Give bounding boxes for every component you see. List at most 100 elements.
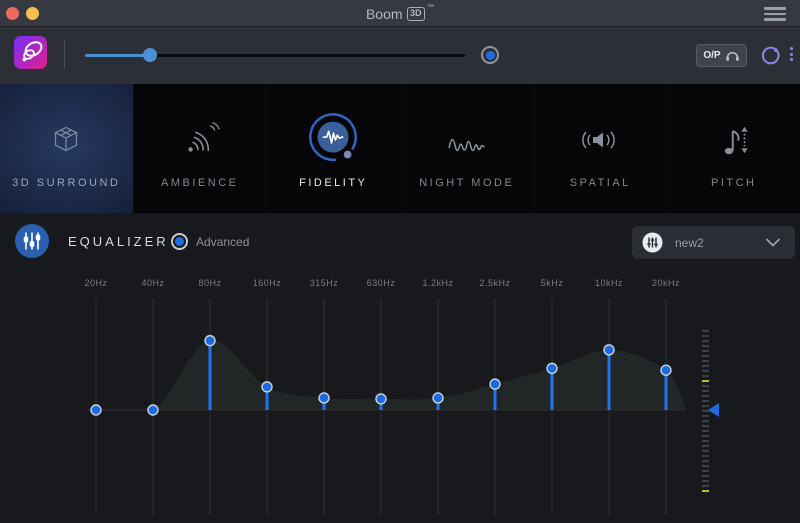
gain-tick xyxy=(702,345,709,347)
gain-tick xyxy=(702,390,709,392)
eq-band-handle[interactable] xyxy=(375,393,387,405)
preset-name: new2 xyxy=(675,235,704,250)
eq-band-handle[interactable] xyxy=(660,364,672,376)
eq-gain-handle[interactable] xyxy=(708,403,719,417)
equalizer-title: EQUALIZER xyxy=(68,234,169,249)
trademark-symbol: ™ xyxy=(427,4,435,11)
waveform-icon xyxy=(444,109,490,171)
gain-tick xyxy=(702,365,709,367)
eq-band-handle[interactable] xyxy=(432,392,444,404)
eq-band-handle[interactable] xyxy=(147,404,159,416)
chevron-down-icon xyxy=(765,238,781,247)
eq-band-handle[interactable] xyxy=(489,378,501,390)
advanced-radio[interactable] xyxy=(171,233,188,250)
tab-3d-surround[interactable]: 3D SURROUND xyxy=(0,84,133,213)
mode-tabs: 3D SURROUND AMBIENCE xyxy=(0,84,800,213)
tab-label: 3D SURROUND xyxy=(12,176,121,189)
boom-effect-toggle[interactable] xyxy=(481,46,499,64)
equalizer-section: EQUALIZER Advanced new2 20Hz 40Hz 80 xyxy=(0,213,800,523)
tab-pitch[interactable]: PITCH xyxy=(667,84,800,213)
op-label: O/P xyxy=(703,50,721,61)
gain-tick xyxy=(702,405,709,407)
freq-label: 40Hz xyxy=(141,278,165,288)
eq-response-curve xyxy=(88,340,686,410)
cube-icon xyxy=(43,109,89,171)
headphones-icon xyxy=(725,52,739,61)
tab-spatial[interactable]: SPATIAL xyxy=(533,84,667,213)
gain-tick xyxy=(702,470,709,472)
freq-label: 10kHz xyxy=(594,278,623,288)
gain-tick xyxy=(702,430,709,432)
tab-ambience[interactable]: AMBIENCE xyxy=(133,84,267,213)
tab-label: AMBIENCE xyxy=(161,176,239,189)
gain-tick xyxy=(702,475,709,477)
gain-tick xyxy=(702,420,709,422)
freq-label: 160Hz xyxy=(252,278,282,288)
volume-slider[interactable] xyxy=(85,53,465,57)
gain-tick xyxy=(702,460,709,462)
freq-label: 630Hz xyxy=(366,278,396,288)
tab-night-mode[interactable]: NIGHT MODE xyxy=(400,84,534,213)
freq-label: 315Hz xyxy=(309,278,339,288)
volume-slider-handle[interactable] xyxy=(143,48,157,62)
gain-tick xyxy=(702,375,709,377)
volume-toolbar: O/P xyxy=(0,27,800,84)
gain-tick xyxy=(702,350,709,352)
freq-label: 20Hz xyxy=(84,278,108,288)
gain-tick xyxy=(702,335,709,337)
freq-label: 80Hz xyxy=(198,278,222,288)
preset-dropdown[interactable]: new2 xyxy=(632,226,795,259)
gain-tick xyxy=(702,400,709,402)
gain-tick xyxy=(702,360,709,362)
gain-tick xyxy=(702,440,709,442)
gain-tick xyxy=(702,450,709,452)
gain-tick xyxy=(702,380,709,382)
eq-band-handle[interactable] xyxy=(90,404,102,416)
freq-label: 5kHz xyxy=(540,278,564,288)
close-window-button[interactable] xyxy=(6,6,19,20)
gain-tick xyxy=(702,425,709,427)
gain-tick xyxy=(702,465,709,467)
volume-knob-icon[interactable] xyxy=(760,45,781,71)
pitch-note-icon xyxy=(715,109,753,171)
gain-tick xyxy=(702,355,709,357)
gain-tick xyxy=(702,490,709,492)
title-text: Boom xyxy=(365,5,403,22)
eq-band-handle[interactable] xyxy=(261,381,273,393)
output-device-button[interactable]: O/P xyxy=(696,44,747,67)
preset-eq-icon xyxy=(642,232,663,253)
gain-tick xyxy=(702,395,709,397)
gain-tick xyxy=(702,485,709,487)
eq-band-handle[interactable] xyxy=(603,344,615,356)
equalizer-icon xyxy=(15,224,49,258)
eq-bands-canvas xyxy=(88,299,686,515)
gain-tick xyxy=(702,330,709,332)
freq-label: 1.2kHz xyxy=(422,278,454,288)
traffic-lights xyxy=(6,6,39,20)
window-title: Boom 3D ™ xyxy=(0,0,800,27)
gain-tick xyxy=(702,455,709,457)
tab-label: SPATIAL xyxy=(569,176,631,189)
minimize-window-button[interactable] xyxy=(26,6,39,20)
eq-band-handle[interactable] xyxy=(546,362,558,375)
volume-slider-fill xyxy=(85,53,150,57)
advanced-label: Advanced xyxy=(196,235,250,249)
sound-waves-icon xyxy=(177,109,223,171)
tab-label: PITCH xyxy=(711,176,757,189)
fidelity-knob-icon xyxy=(304,109,362,171)
eq-band-handle[interactable] xyxy=(204,334,216,347)
titlebar: Boom 3D ™ xyxy=(0,0,800,27)
gain-tick xyxy=(702,385,709,387)
more-options-icon[interactable] xyxy=(790,47,793,61)
eq-band-handle[interactable] xyxy=(318,392,330,404)
tab-fidelity[interactable]: FIDELITY xyxy=(266,84,400,213)
gain-tick xyxy=(702,415,709,417)
gain-tick xyxy=(702,435,709,437)
tab-label: FIDELITY xyxy=(299,176,368,189)
divider xyxy=(64,41,65,69)
freq-label: 2.5kHz xyxy=(479,278,511,288)
boom-app-icon[interactable] xyxy=(14,36,47,69)
spiral-icon xyxy=(22,41,43,62)
menu-icon[interactable] xyxy=(764,7,786,21)
